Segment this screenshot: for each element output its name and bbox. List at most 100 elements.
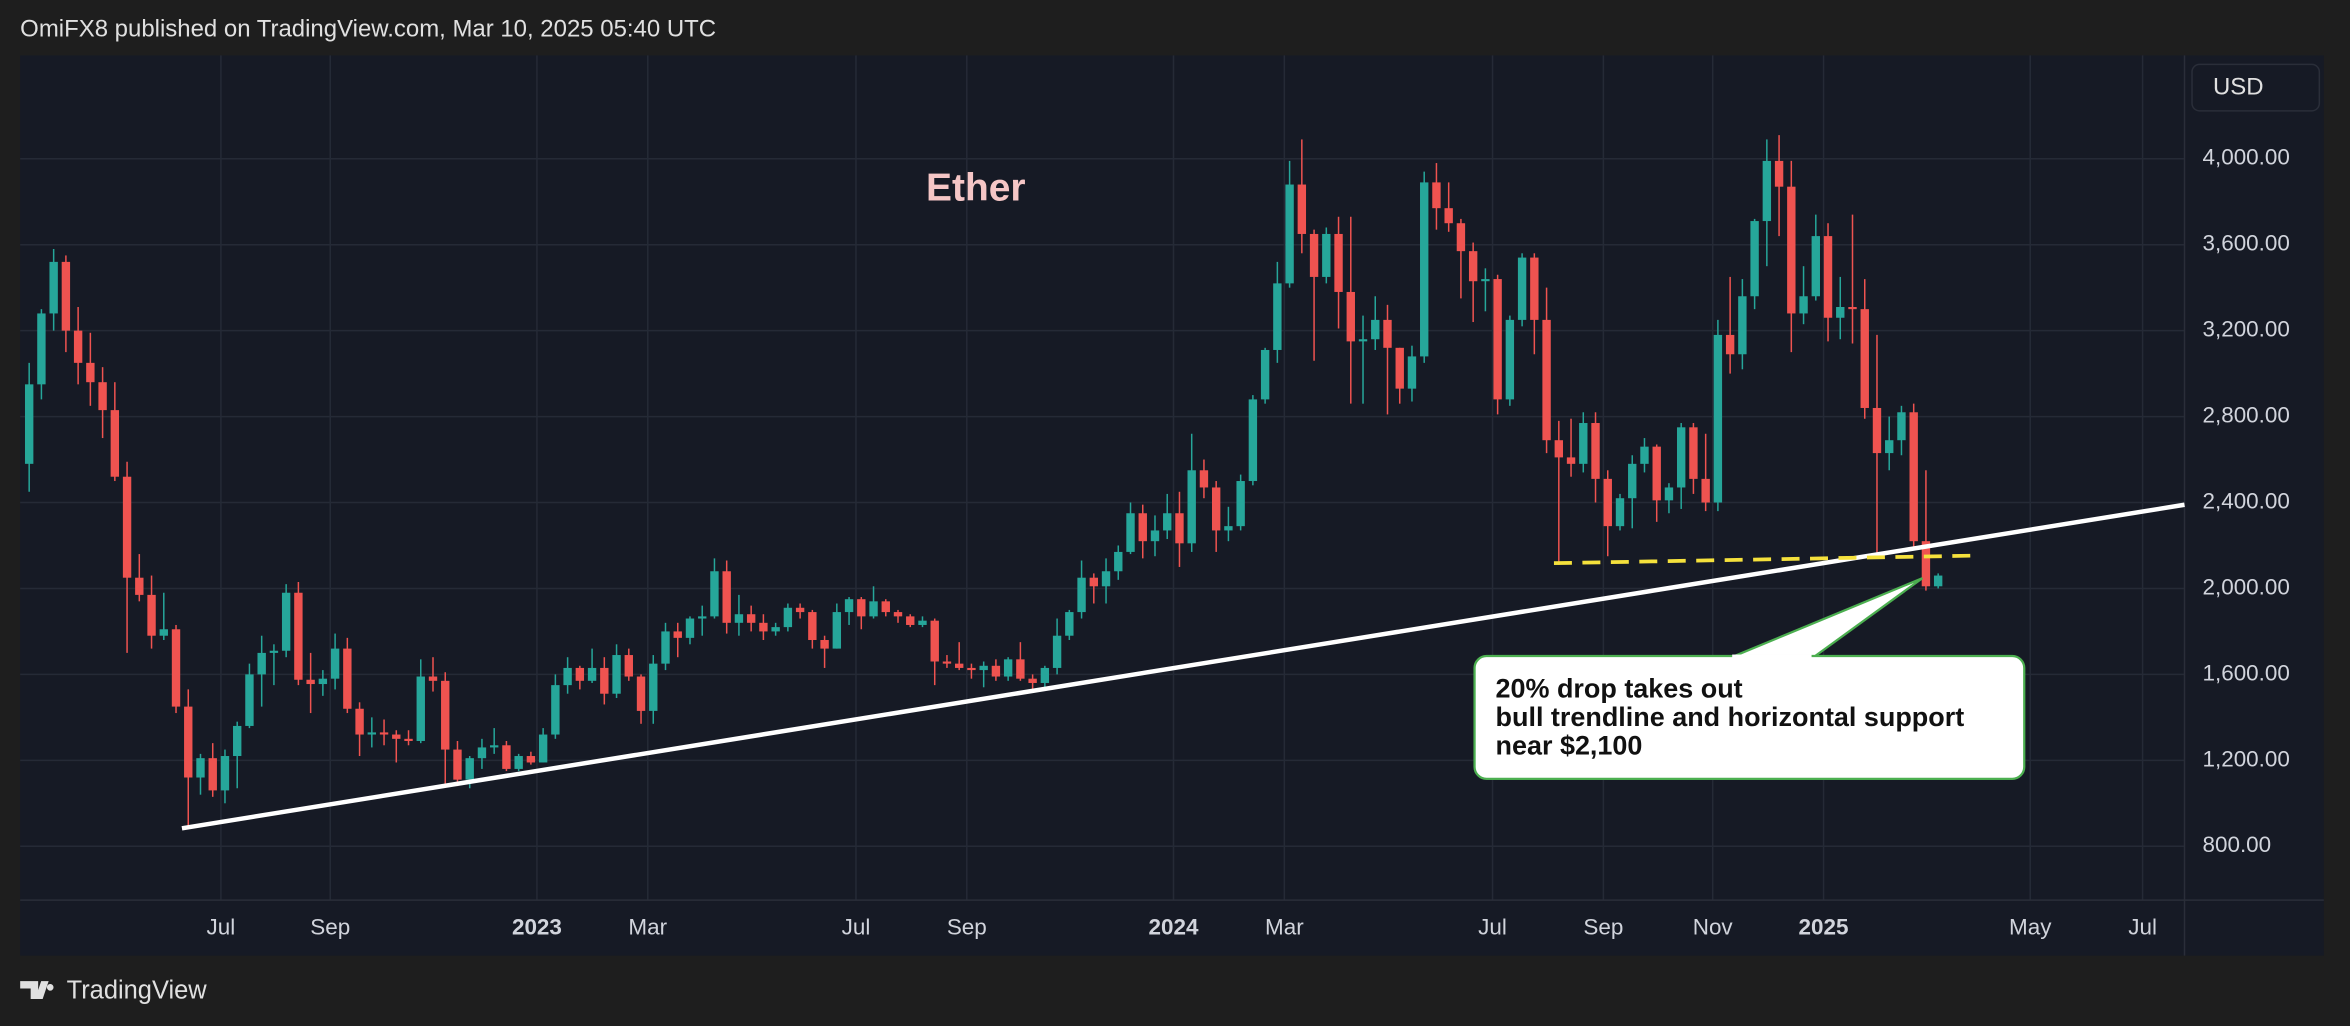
candle-body <box>1591 423 1600 479</box>
candle-body <box>1383 319 1392 348</box>
header-text: OmiFX8 published on TradingView.com, Mar… <box>20 15 716 42</box>
candle-body <box>661 631 670 664</box>
candle-body <box>587 667 597 681</box>
candle-body <box>636 676 646 711</box>
x-tick-label: 2023 <box>512 915 562 940</box>
candle-body <box>1628 463 1637 499</box>
candle-body <box>1420 182 1429 357</box>
candle-body <box>1652 446 1661 501</box>
x-tick-label: May <box>2009 915 2052 940</box>
candle-body <box>392 734 401 739</box>
candle-body <box>1713 334 1723 503</box>
candle-body <box>1701 478 1710 503</box>
x-tick-label: Jul <box>2128 915 2157 940</box>
candle-body <box>624 655 633 677</box>
candle-body <box>1689 427 1698 479</box>
candle-body <box>893 612 903 617</box>
candle-body <box>1138 513 1147 542</box>
candle-body <box>24 384 34 464</box>
candle-body <box>844 599 854 613</box>
x-tick-label: Jul <box>207 915 236 940</box>
candle-body <box>1175 513 1184 544</box>
candle-body <box>233 725 242 757</box>
candle-body <box>1542 319 1551 441</box>
candle-body <box>746 614 756 623</box>
candle-body <box>196 758 205 778</box>
callout-joint <box>1732 654 1812 661</box>
candle-body <box>1003 659 1013 677</box>
candle-body <box>1211 487 1221 531</box>
candle-body <box>1395 347 1404 389</box>
candle-body <box>930 620 939 662</box>
candle-body <box>1248 399 1258 482</box>
candle-body <box>184 706 193 778</box>
x-tick-label: Nov <box>1693 915 1734 940</box>
candle-body <box>710 571 719 617</box>
candle-body <box>37 313 46 385</box>
candle-body <box>991 665 1001 677</box>
candle-body <box>147 594 156 636</box>
candle-body <box>795 607 805 613</box>
candle-body <box>306 679 315 685</box>
candle-body <box>1224 526 1233 531</box>
candle-body <box>208 758 217 791</box>
candle-body <box>1322 233 1331 277</box>
candle-body <box>1493 279 1502 400</box>
callout-text: 20% drop takes out <box>1496 674 1743 704</box>
candle-body <box>857 599 866 617</box>
candle-body <box>1028 678 1037 683</box>
candle-body <box>1640 446 1649 464</box>
candle-body <box>1799 296 1808 314</box>
candle-body <box>1432 182 1441 209</box>
candle-body <box>1150 530 1160 542</box>
candle-body <box>832 612 842 649</box>
y-tick-label: 3,600.00 <box>2202 231 2289 256</box>
candle-body <box>1089 577 1098 587</box>
candle-body <box>489 745 499 748</box>
candle-body <box>367 732 377 735</box>
candle-body <box>1187 470 1196 544</box>
candle-body <box>416 676 425 741</box>
candle-body <box>1676 427 1686 488</box>
candle-body <box>942 661 952 664</box>
candle-body <box>1725 334 1735 355</box>
y-tick-label: 2,400.00 <box>2202 488 2289 513</box>
candle-body <box>1163 513 1172 531</box>
candle-body <box>1897 412 1906 441</box>
candle-body <box>171 629 181 707</box>
brand-text: TradingView <box>67 976 208 1004</box>
y-tick-label: 2,000.00 <box>2202 574 2289 599</box>
support-line <box>1553 553 1971 566</box>
candle-body <box>1860 309 1869 408</box>
candle-body <box>1615 498 1625 527</box>
candle-body <box>1101 571 1111 587</box>
candle-body <box>1052 635 1062 668</box>
candle-body <box>1933 575 1943 587</box>
x-tick-label: Sep <box>947 915 987 940</box>
candle-body <box>220 756 230 791</box>
candle-body <box>1664 487 1674 501</box>
candle-body <box>808 612 817 641</box>
x-tick-label: Jul <box>1478 915 1507 940</box>
currency-button[interactable] <box>2191 63 2321 112</box>
candle-body <box>918 620 927 625</box>
x-tick-label: 2025 <box>1799 915 1849 940</box>
logo-icon <box>20 981 54 1000</box>
candle-body <box>98 382 107 411</box>
currency-label: USD <box>2213 74 2264 101</box>
candle-body <box>294 592 303 680</box>
candle-body <box>1823 236 1833 318</box>
candle-body <box>1566 457 1576 464</box>
candle-body <box>1016 659 1025 679</box>
candle-body <box>1273 283 1282 350</box>
y-tick-label: 4,000.00 <box>2202 145 2289 170</box>
candle-body <box>61 261 71 331</box>
x-tick-label: Jul <box>842 915 871 940</box>
candle-body <box>538 734 548 763</box>
candle-body <box>1456 223 1466 252</box>
candle-body <box>734 614 744 623</box>
candle-body <box>73 330 83 363</box>
y-tick-label: 2,800.00 <box>2202 403 2289 428</box>
candle-body <box>1872 407 1882 454</box>
